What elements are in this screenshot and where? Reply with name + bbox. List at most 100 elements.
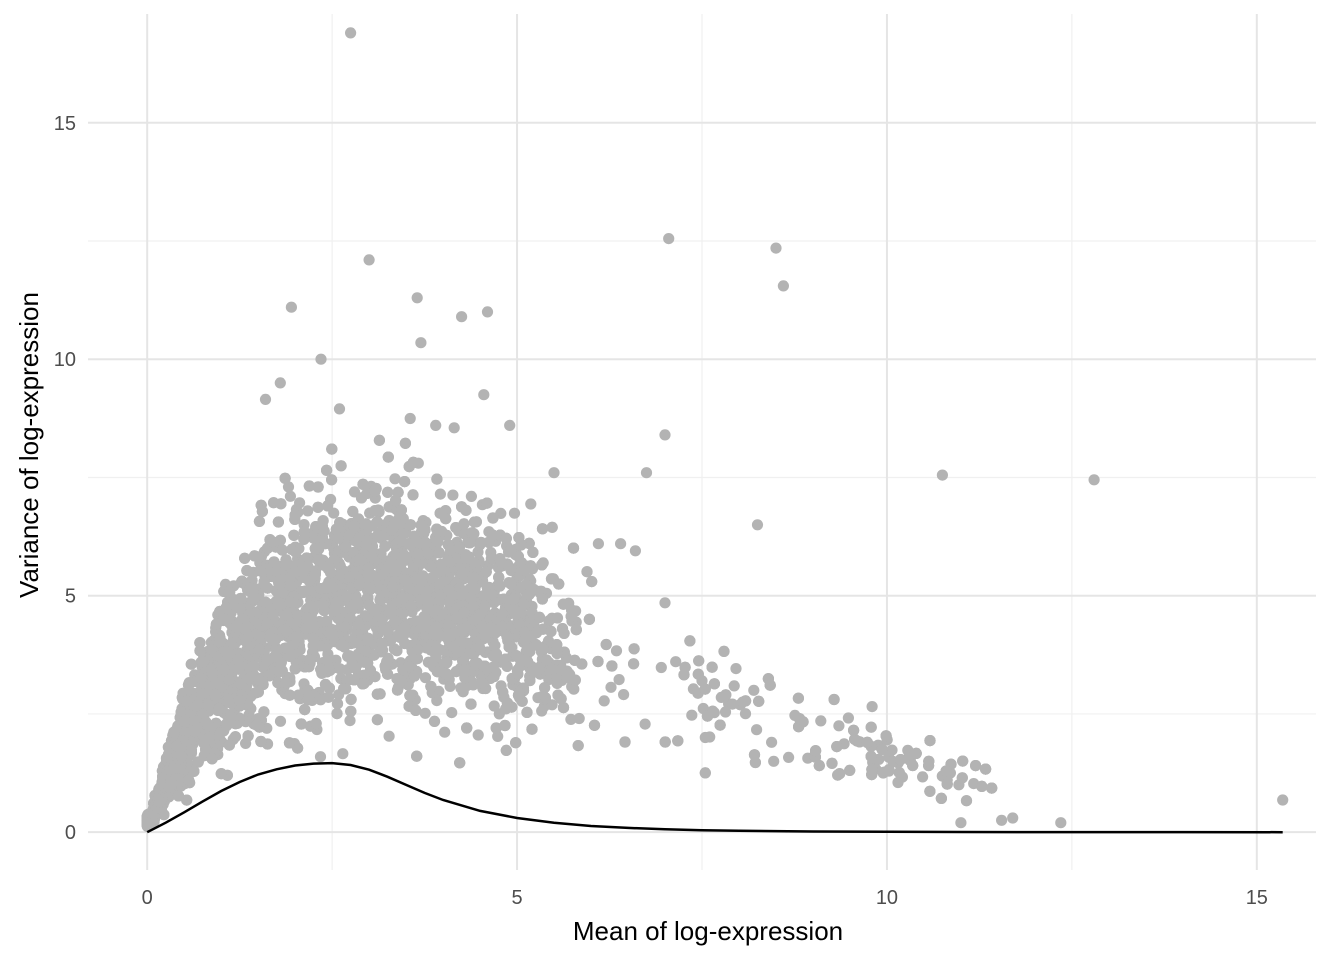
data-point [444,556,456,568]
data-point [303,480,315,492]
data-point [792,692,805,704]
data-point [345,693,357,706]
data-point [302,560,314,572]
data-point [299,704,311,716]
data-point [551,612,564,624]
data-point [450,612,462,624]
point-cloud [141,412,998,832]
data-point [748,749,761,761]
data-point [353,553,366,565]
data-point [706,661,718,673]
data-point [567,542,580,554]
data-point [489,639,501,652]
data-point [876,743,888,756]
data-point [385,633,397,646]
data-point [490,722,502,734]
data-point [460,549,472,561]
data-point [557,702,570,714]
data-point [960,795,973,807]
data-point [701,710,714,722]
data-point [251,628,263,640]
data-point [359,519,371,531]
data-point [322,691,334,703]
data-point [510,737,522,749]
data-point [389,516,401,528]
data-point [828,693,840,706]
data-point [861,736,873,749]
data-point [485,621,497,634]
data-point [849,733,861,745]
data-point [434,527,446,539]
data-point [229,731,241,743]
data-point [924,735,936,747]
data-point [570,624,582,636]
data-point [831,741,843,753]
data-point [355,492,368,504]
data-point [766,736,778,748]
data-point [215,768,227,780]
data-point [434,595,446,607]
data-point [448,641,460,653]
data-point [345,705,357,717]
data-point [813,760,825,772]
data-point [461,722,473,734]
data-point [391,684,404,696]
data-point [258,576,270,588]
data-point [558,627,570,640]
data-point [416,519,428,532]
data-point [292,610,305,622]
data-point [339,621,351,633]
data-point [289,509,301,521]
data-point [628,658,640,670]
data-point [842,712,855,724]
data-point [431,473,443,485]
data-point [283,737,296,749]
data-point [344,715,356,727]
data-point [430,629,442,641]
data-point [718,645,730,658]
data-point [385,603,397,615]
data-point [565,713,577,726]
data-point [895,754,907,766]
data-point [628,643,640,655]
data-point [428,715,441,728]
data-point [242,730,254,742]
data-point [404,689,416,702]
data-point [472,729,484,741]
data-point [341,591,353,603]
data-point [292,742,304,754]
data-point [866,701,878,713]
data-point [292,689,304,701]
data-point [768,755,780,767]
data-point [403,661,415,673]
data-point [487,661,499,674]
data-point [322,500,334,512]
data-point [513,687,526,700]
data-point [493,571,505,583]
data-point [481,497,493,509]
data-point [235,592,247,605]
data-point [357,478,369,490]
data-point [223,739,235,751]
data-point [379,660,391,672]
data-point [980,763,992,775]
data-point [555,664,567,676]
data-point [312,501,324,513]
data-point [655,661,667,674]
data-point [194,645,206,657]
data-point [844,764,856,777]
data-point [497,686,509,698]
data-point [783,751,795,764]
data-point [416,620,428,632]
data-point [362,562,375,574]
data-point [434,644,446,656]
data-point [708,678,721,690]
data-point [464,583,476,595]
data-point [834,768,846,780]
data-point [272,677,284,689]
data-point [569,654,581,666]
data-point [435,558,447,570]
data-point [518,597,530,610]
data-point [610,645,623,657]
data-point [290,631,303,643]
